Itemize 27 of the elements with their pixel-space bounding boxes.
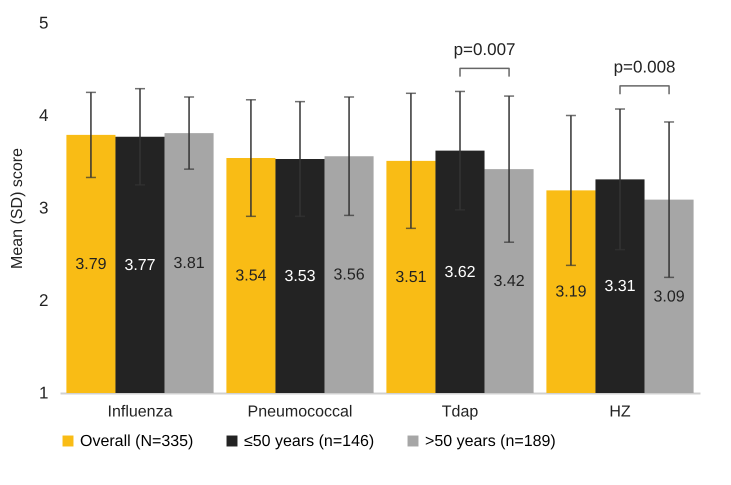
data-label: 3.53 [284,268,316,285]
x-tick-label: Influenza [108,404,173,420]
annotation: p=0.008 [614,58,676,77]
annotation: p=0.007 [454,40,516,60]
data-label: 3.54 [235,268,267,285]
data-label: 3.51 [395,268,427,286]
y-tick-label: 4 [39,106,48,125]
data-label: 3.77 [124,256,156,274]
y-tick-label: 2 [39,291,48,310]
data-label: 3.42 [493,273,525,290]
data-label: 3.31 [604,278,636,296]
legend-label: Overall (N=335) [80,433,194,450]
y-tick-label: 5 [39,14,48,32]
data-label: 3.09 [653,288,685,306]
data-label: 3.79 [75,256,107,273]
y-tick-label: 1 [39,384,48,402]
data-label: 3.81 [173,255,205,272]
x-tick-label: HZ [609,404,631,420]
x-tick-label: Pneumococcal [248,404,352,420]
legend-label: >50 years (n=189) [425,433,556,450]
legend-label: ≤50 years (n=146) [244,433,374,450]
y-axis-title: Mean (SD) score [9,148,26,269]
data-label: 3.62 [444,264,476,281]
y-tick-label: 3 [39,198,48,218]
data-label: 3.19 [555,284,587,301]
x-tick-label: Tdap [442,404,478,420]
data-label: 3.56 [333,266,365,284]
